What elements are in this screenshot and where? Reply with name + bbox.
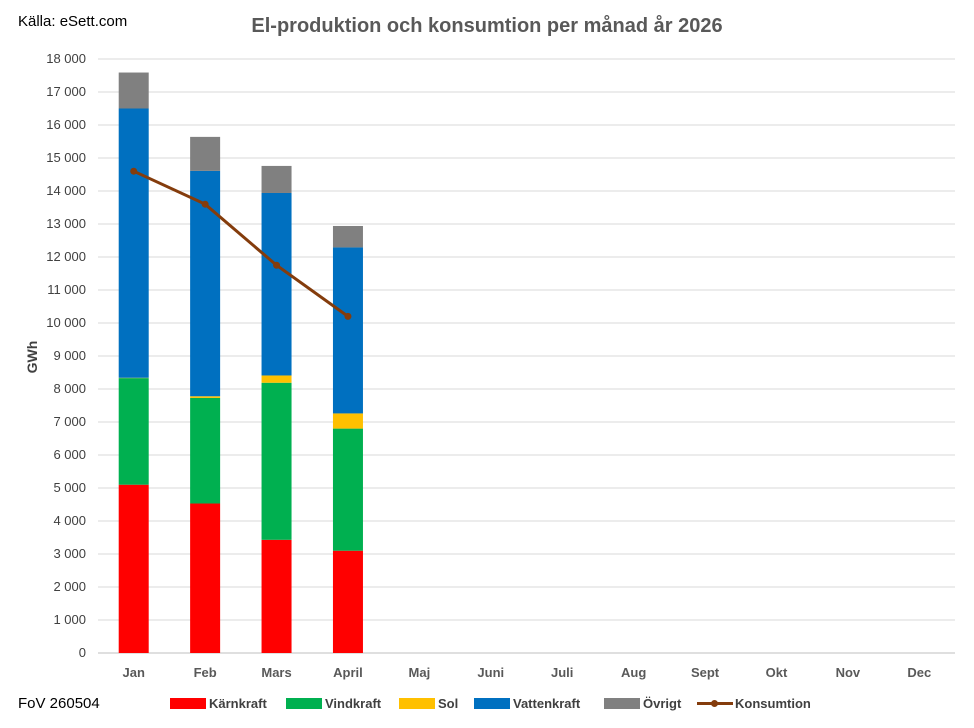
point-konsumtion [344, 312, 352, 320]
y-tick-label: 10 000 [46, 315, 86, 330]
bar-sol-april [332, 413, 363, 429]
bar-övrigt-feb [190, 136, 221, 171]
legend-item-övrigt: Övrigt [604, 696, 681, 711]
bar-vattenkraft-april [332, 247, 363, 414]
bar-vindkraft-jan [118, 378, 149, 485]
y-axis-label: GWh [24, 341, 40, 374]
legend-swatch [286, 698, 322, 709]
bar-sol-mars [261, 375, 292, 383]
bar-vattenkraft-mars [261, 192, 292, 376]
y-axis-ticks: 0 1 000 2 000 3 000 4 000 5 000 6 000 7 000 8 00… [46, 51, 86, 660]
y-tick-label: 16 000 [46, 117, 86, 132]
legend-item-konsumtion: Konsumtion [697, 696, 811, 711]
bar-vattenkraft-jan [118, 108, 149, 378]
y-tick-label: 5 000 [53, 480, 86, 495]
legend-item-sol: Sol [399, 696, 458, 711]
y-tick-label: 12 000 [46, 249, 86, 264]
y-tick-label: 14 000 [46, 183, 86, 198]
x-tick-label: April [333, 665, 363, 680]
legend-item-vindkraft: Vindkraft [286, 696, 381, 711]
x-tick-label: Feb [194, 665, 217, 680]
legend-swatch [170, 698, 206, 709]
y-tick-label: 13 000 [46, 216, 86, 231]
x-tick-label: Juli [551, 665, 573, 680]
x-tick-label: Nov [836, 665, 861, 680]
x-axis-ticks: Jan Feb Mars April Maj Juni Juli Aug Sept Okt Nov D… [123, 665, 932, 680]
y-tick-label: 9 000 [53, 348, 86, 363]
legend-label: Kärnkraft [209, 696, 267, 711]
x-tick-label: Sept [691, 665, 720, 680]
y-tick-label: 0 [79, 645, 86, 660]
gridlines [98, 58, 955, 654]
y-tick-label: 2 000 [53, 579, 86, 594]
y-tick-label: 11 000 [47, 282, 86, 297]
legend-item-vattenkraft: Vattenkraft [474, 696, 580, 711]
bar-series [118, 72, 363, 653]
line-series [130, 167, 352, 320]
chart-title: El-produktion och konsumtion per månad å… [251, 15, 723, 37]
bar-vindkraft-mars [261, 382, 292, 540]
y-tick-label: 15 000 [46, 150, 86, 165]
x-tick-label: Jan [123, 665, 145, 680]
y-tick-label: 8 000 [53, 381, 86, 396]
x-tick-label: Maj [409, 665, 431, 680]
legend: Kärnkraft Vindkraft Sol Vattenkraft Övrigt Ko… [0, 696, 974, 716]
point-konsumtion [130, 167, 138, 175]
bar-kärnkraft-jan [118, 484, 149, 653]
legend-swatch [474, 698, 510, 709]
y-tick-label: 18 000 [46, 51, 86, 66]
y-tick-label: 1 000 [53, 612, 86, 627]
y-tick-label: 17 000 [46, 84, 86, 99]
x-tick-label: Mars [261, 665, 291, 680]
point-konsumtion [201, 200, 209, 208]
legend-label: Övrigt [643, 696, 682, 711]
x-tick-label: Juni [477, 665, 504, 680]
source-label: Källa: eSett.com [18, 13, 128, 30]
bar-övrigt-mars [261, 165, 292, 193]
y-tick-label: 4 000 [53, 513, 86, 528]
legend-swatch [604, 698, 640, 709]
chart-area: 0 1 000 2 000 3 000 4 000 5 000 6 000 7 000 8 00… [24, 51, 955, 680]
point-konsumtion [273, 261, 281, 269]
footnote: FoV 260504 [18, 695, 100, 712]
bar-vindkraft-feb [190, 397, 221, 504]
legend-label: Konsumtion [735, 696, 811, 711]
bar-sol-feb [190, 396, 221, 398]
legend-swatch [399, 698, 435, 709]
legend-swatch [697, 698, 733, 709]
line-konsumtion [133, 169, 349, 318]
bar-övrigt-jan [118, 72, 149, 109]
y-tick-label: 3 000 [53, 546, 86, 561]
legend-label: Sol [438, 696, 459, 711]
bar-vattenkraft-feb [190, 170, 221, 397]
y-tick-label: 7 000 [53, 414, 86, 429]
bar-kärnkraft-feb [190, 503, 221, 653]
legend-label: Vattenkraft [513, 696, 581, 711]
y-tick-label: 6 000 [53, 447, 86, 462]
x-tick-label: Dec [907, 665, 931, 680]
bar-vindkraft-april [332, 428, 363, 551]
bar-övrigt-april [332, 225, 363, 248]
bar-kärnkraft-april [332, 550, 363, 653]
legend-label: Vindkraft [325, 696, 382, 711]
bar-kärnkraft-mars [261, 539, 292, 653]
legend-item-kärnkraft: Kärnkraft [170, 696, 267, 711]
x-tick-label: Okt [766, 665, 788, 680]
x-tick-label: Aug [621, 665, 646, 680]
